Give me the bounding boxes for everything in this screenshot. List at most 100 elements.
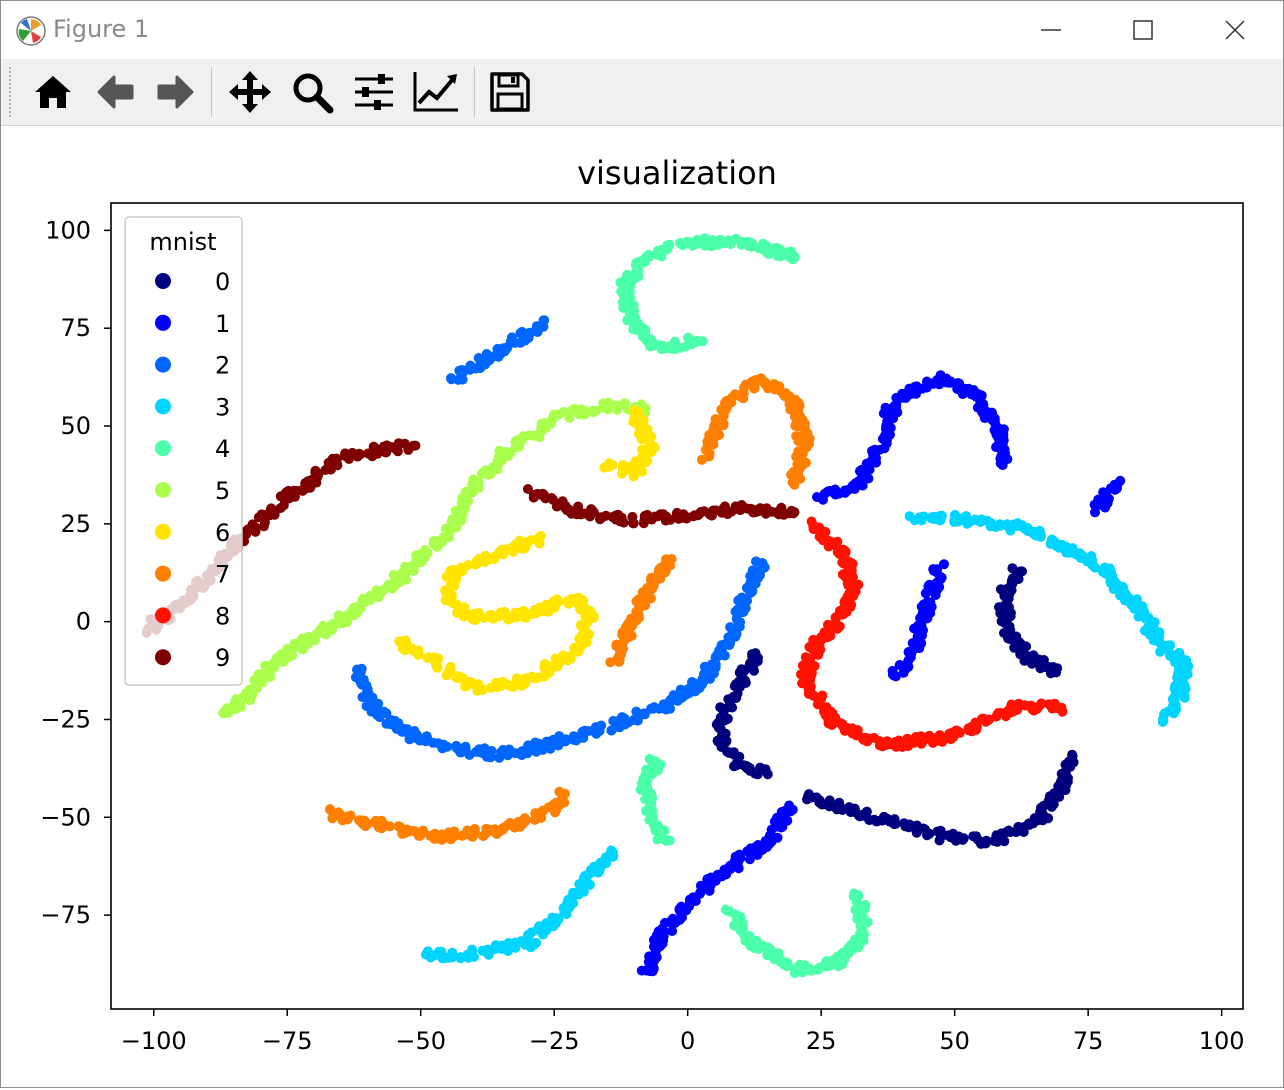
data-point xyxy=(668,690,679,701)
forward-button[interactable] xyxy=(151,67,201,117)
cluster-1-1 xyxy=(812,370,1013,505)
home-button[interactable] xyxy=(28,67,78,117)
cluster-0-0 xyxy=(802,749,1079,849)
data-point xyxy=(776,502,787,513)
x-tick-label: −50 xyxy=(395,1027,446,1055)
data-point xyxy=(511,674,522,685)
data-point xyxy=(1097,566,1108,577)
y-tick-label: −25 xyxy=(40,705,91,733)
data-point xyxy=(730,631,741,642)
figure-canvas[interactable]: visualization −100 −75 −50 −25 0 25 50 75 100 −75… xyxy=(1,126,1283,1086)
cluster-6-0 xyxy=(394,530,599,696)
data-point xyxy=(784,800,795,811)
legend-label: 7 xyxy=(215,561,230,589)
data-point xyxy=(1159,644,1170,654)
data-point xyxy=(1151,634,1162,645)
x-tick-label: 75 xyxy=(1073,1027,1104,1055)
data-point xyxy=(770,384,780,395)
cluster-2-0 xyxy=(446,315,550,385)
data-point xyxy=(618,517,629,528)
configure-subplots-button[interactable] xyxy=(349,67,399,117)
data-point xyxy=(811,649,822,660)
data-point xyxy=(363,448,373,459)
zoom-button[interactable] xyxy=(287,67,337,117)
data-point xyxy=(552,594,563,605)
data-point xyxy=(674,904,685,915)
data-point xyxy=(660,515,671,526)
data-point xyxy=(713,722,724,733)
minimize-button[interactable] xyxy=(1005,1,1097,59)
data-point xyxy=(959,383,970,394)
cluster-7-0 xyxy=(325,786,570,845)
data-point xyxy=(494,546,505,557)
legend-marker xyxy=(155,314,171,331)
data-point xyxy=(723,694,734,705)
data-point xyxy=(646,703,656,714)
data-point xyxy=(958,833,969,844)
data-point xyxy=(681,511,692,522)
data-point xyxy=(462,487,473,498)
data-point xyxy=(456,370,467,381)
legend-label: 0 xyxy=(215,268,230,296)
save-button[interactable] xyxy=(485,67,535,117)
legend-item-8: 8 xyxy=(155,602,230,630)
data-point xyxy=(911,381,922,392)
legend-marker xyxy=(155,482,171,498)
data-point xyxy=(587,505,598,516)
pan-button[interactable] xyxy=(225,67,275,117)
data-point xyxy=(638,784,649,795)
data-point xyxy=(505,818,515,828)
close-button[interactable] xyxy=(1189,1,1281,59)
y-tick-label: 75 xyxy=(60,314,91,342)
back-button[interactable] xyxy=(90,67,140,117)
data-point xyxy=(617,638,628,649)
title-bar: Figure 1 xyxy=(1,1,1283,59)
data-point xyxy=(623,717,634,728)
cluster-4-0 xyxy=(615,233,800,355)
data-point xyxy=(846,561,857,572)
data-point xyxy=(508,546,519,557)
data-point xyxy=(836,803,847,814)
data-point xyxy=(550,653,561,664)
legend[interactable]: mnist 0 1 2 3 4 5 6 7 8 9 xyxy=(124,216,243,686)
data-point xyxy=(1102,492,1112,502)
legend-item-6: 6 xyxy=(155,519,230,547)
toolbar-grip[interactable] xyxy=(9,67,15,117)
data-point xyxy=(782,961,792,972)
cluster-0-1 xyxy=(994,563,1063,679)
series-1 xyxy=(636,370,1126,977)
maximize-button[interactable] xyxy=(1097,1,1189,59)
data-point xyxy=(753,944,764,954)
data-point xyxy=(740,603,751,614)
data-point xyxy=(508,336,519,347)
data-point xyxy=(789,479,800,490)
data-point xyxy=(331,453,342,464)
cluster-1-2 xyxy=(887,559,949,682)
data-point xyxy=(897,388,908,399)
cluster-5-0 xyxy=(218,397,651,719)
data-point xyxy=(486,746,497,756)
data-point xyxy=(524,935,535,946)
data-point xyxy=(648,441,659,452)
y-tick-label: 100 xyxy=(45,216,91,244)
data-point xyxy=(504,744,515,755)
y-tick-label: −50 xyxy=(40,803,91,831)
data-point xyxy=(629,405,640,416)
data-point xyxy=(890,671,901,682)
legend-item-2: 2 xyxy=(155,352,230,380)
data-point xyxy=(1171,653,1182,664)
data-point xyxy=(934,730,945,741)
data-point xyxy=(862,736,873,747)
legend-item-1: 1 xyxy=(155,310,230,338)
legend-marker xyxy=(155,565,171,582)
data-point xyxy=(449,826,460,837)
scatter-chart[interactable]: visualization −100 −75 −50 −25 0 25 50 75 100−75… xyxy=(1,126,1283,1086)
data-point xyxy=(664,240,675,250)
zoom-icon xyxy=(293,73,334,114)
chart-title: visualization xyxy=(577,154,777,192)
pan-icon xyxy=(229,71,271,113)
data-point xyxy=(420,545,431,555)
data-point xyxy=(684,894,695,905)
data-point xyxy=(250,678,261,688)
edit-axis-button[interactable] xyxy=(411,67,461,117)
